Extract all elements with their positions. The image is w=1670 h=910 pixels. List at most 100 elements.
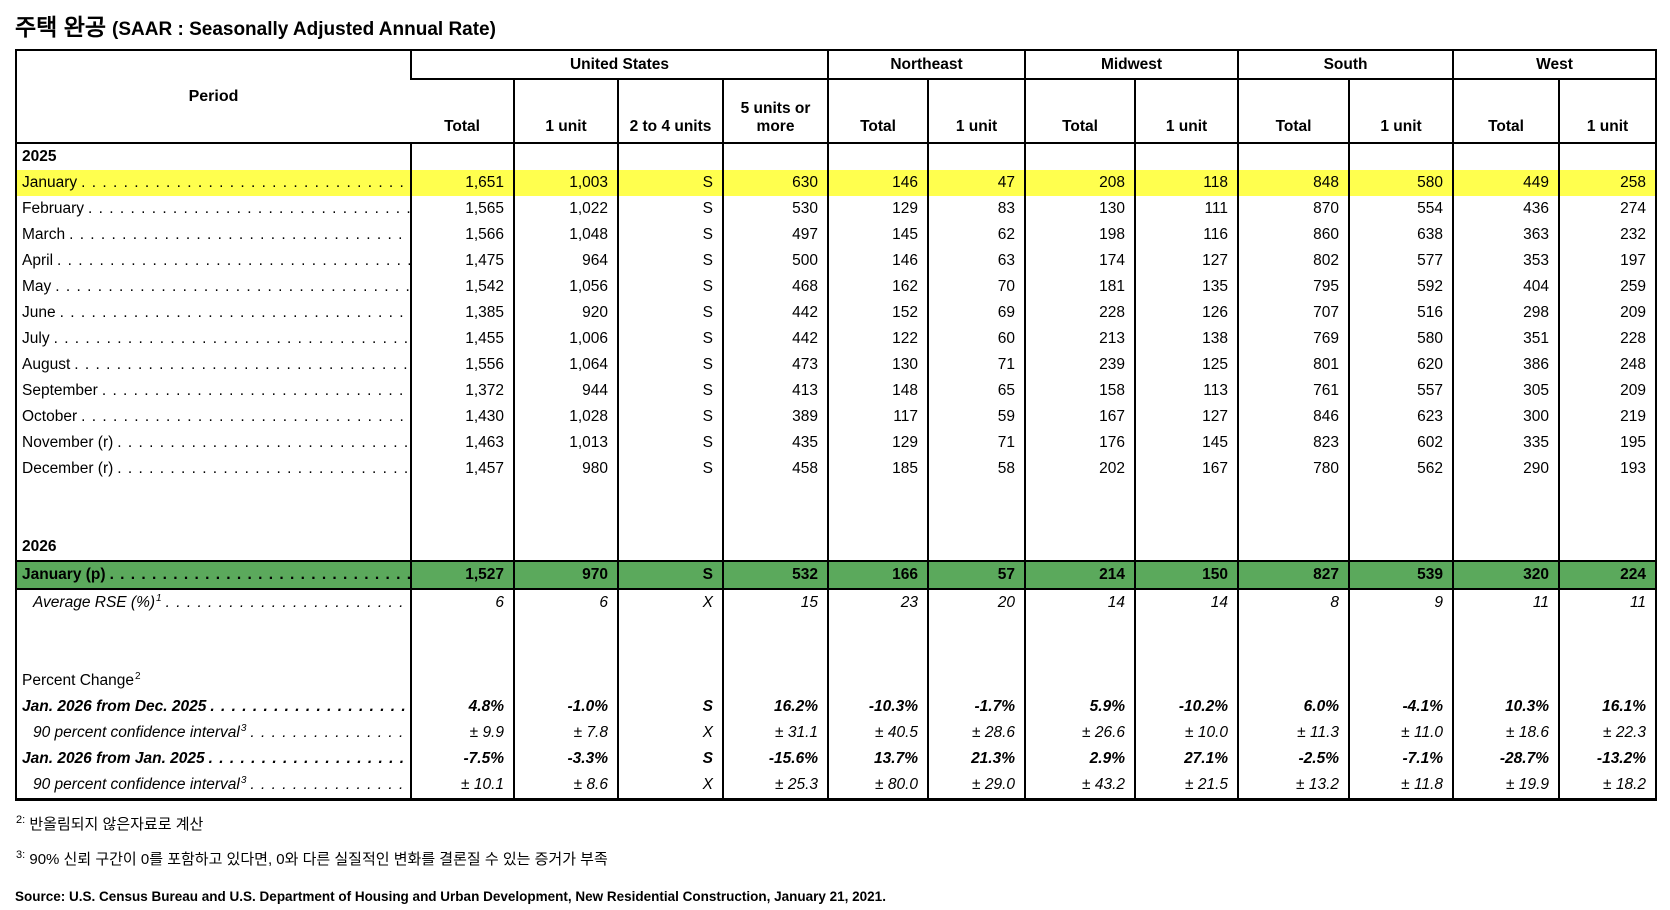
- data-cell: 298: [1452, 300, 1560, 326]
- column-header: 1 unit: [1134, 79, 1239, 143]
- empty-cell: [617, 668, 723, 694]
- data-cell: ± 18.6: [1452, 720, 1560, 746]
- data-cell: 592: [1348, 274, 1454, 300]
- data-cell: 58: [926, 456, 1026, 482]
- data-cell: 71: [926, 352, 1026, 378]
- data-cell: 174: [1024, 248, 1136, 274]
- data-cell: 557: [1348, 378, 1454, 404]
- empty-cell: [1024, 616, 1136, 668]
- group-header-south: South: [1237, 50, 1454, 80]
- data-cell: 135: [1134, 274, 1239, 300]
- data-cell: 435: [722, 430, 828, 456]
- data-cell: 5.9%: [1024, 694, 1136, 720]
- data-cell: 224: [1558, 560, 1657, 590]
- table-row: 90 percent confidence interval3± 10.1± 8…: [16, 772, 1657, 800]
- data-cell: S: [617, 430, 723, 456]
- data-cell: -2.5%: [1237, 746, 1350, 772]
- data-cell: S: [617, 300, 723, 326]
- data-cell: 449: [1452, 170, 1560, 196]
- empty-cell: [722, 482, 828, 534]
- data-cell: 1,475: [410, 248, 514, 274]
- data-cell: 351: [1452, 326, 1560, 352]
- empty-cell: [617, 482, 723, 534]
- data-cell: 70: [926, 274, 1026, 300]
- empty-cell: [1558, 534, 1657, 561]
- data-cell: 442: [722, 326, 828, 352]
- empty-cell: [1134, 534, 1239, 561]
- data-cell: 129: [827, 196, 928, 222]
- period-cell: May: [16, 274, 411, 300]
- group-header-midwest: Midwest: [1024, 50, 1239, 80]
- data-cell: X: [617, 589, 723, 616]
- data-cell: 145: [827, 222, 928, 248]
- data-cell: 111: [1134, 196, 1239, 222]
- empty-cell: [617, 534, 723, 561]
- data-cell: 118: [1134, 170, 1239, 196]
- empty-cell: [1134, 482, 1239, 534]
- empty-cell: [722, 668, 828, 694]
- data-cell: 970: [513, 560, 618, 590]
- data-cell: 11: [1558, 589, 1657, 616]
- empty-cell: [513, 143, 618, 170]
- group-header-northeast: Northeast: [826, 50, 1026, 80]
- data-cell: 6.0%: [1237, 694, 1350, 720]
- data-cell: 138: [1134, 326, 1239, 352]
- title-korean: 주택 완공: [15, 14, 107, 40]
- period-cell: April: [16, 248, 411, 274]
- footnote-3-text: 90% 신뢰 구간이 0를 포함하고 있다면, 0와 다른 실질적인 변화를 결…: [29, 851, 608, 868]
- empty-cell: [1237, 534, 1350, 561]
- period-cell: January (p): [16, 560, 411, 590]
- empty-cell: [827, 668, 928, 694]
- data-cell: 1,372: [410, 378, 514, 404]
- data-cell: 1,463: [410, 430, 514, 456]
- data-cell: 1,003: [513, 170, 618, 196]
- data-cell: 795: [1237, 274, 1350, 300]
- empty-cell: [1348, 668, 1454, 694]
- data-cell: 707: [1237, 300, 1350, 326]
- data-cell: ± 7.8: [513, 720, 618, 746]
- group-header-west: West: [1452, 50, 1657, 80]
- empty-cell: [926, 143, 1026, 170]
- empty-cell: [827, 534, 928, 561]
- column-header: Total: [1237, 79, 1350, 143]
- data-cell: 1,385: [410, 300, 514, 326]
- data-cell: 769: [1237, 326, 1350, 352]
- group-header-united-states: United States: [410, 50, 828, 80]
- page-title: 주택 완공 (SAAR : Seasonally Adjusted Annual …: [15, 8, 1670, 42]
- data-cell: 16.2%: [722, 694, 828, 720]
- data-cell: 57: [926, 560, 1026, 590]
- period-cell: August: [16, 352, 411, 378]
- data-cell: 1,542: [410, 274, 514, 300]
- data-cell: 630: [722, 170, 828, 196]
- data-cell: 413: [722, 378, 828, 404]
- data-cell: 219: [1558, 404, 1657, 430]
- housing-completions-table: Period United States Northeast Midwest S…: [15, 49, 1658, 801]
- data-cell: 1,028: [513, 404, 618, 430]
- empty-cell: [722, 616, 828, 668]
- data-cell: ± 10.0: [1134, 720, 1239, 746]
- data-cell: 530: [722, 196, 828, 222]
- data-cell: S: [617, 456, 723, 482]
- period-cell: July: [16, 326, 411, 352]
- data-cell: 580: [1348, 170, 1454, 196]
- data-cell: 208: [1024, 170, 1136, 196]
- data-cell: ± 11.0: [1348, 720, 1454, 746]
- data-cell: 16.1%: [1558, 694, 1657, 720]
- table-row: September1,372944S4131486515811376155730…: [16, 378, 1657, 404]
- data-cell: 436: [1452, 196, 1560, 222]
- empty-cell: [1237, 668, 1350, 694]
- period-cell: November (r): [16, 430, 411, 456]
- empty-cell: [1558, 668, 1657, 694]
- data-cell: ± 28.6: [926, 720, 1026, 746]
- period-cell: [16, 616, 411, 668]
- data-cell: 1,565: [410, 196, 514, 222]
- data-cell: -3.3%: [513, 746, 618, 772]
- table-row: Percent Change2: [16, 668, 1657, 694]
- data-cell: 389: [722, 404, 828, 430]
- data-cell: ± 25.3: [722, 772, 828, 800]
- data-cell: 195: [1558, 430, 1657, 456]
- data-cell: 47: [926, 170, 1026, 196]
- data-cell: 780: [1237, 456, 1350, 482]
- column-header: 1 unit: [1558, 79, 1657, 143]
- data-cell: 944: [513, 378, 618, 404]
